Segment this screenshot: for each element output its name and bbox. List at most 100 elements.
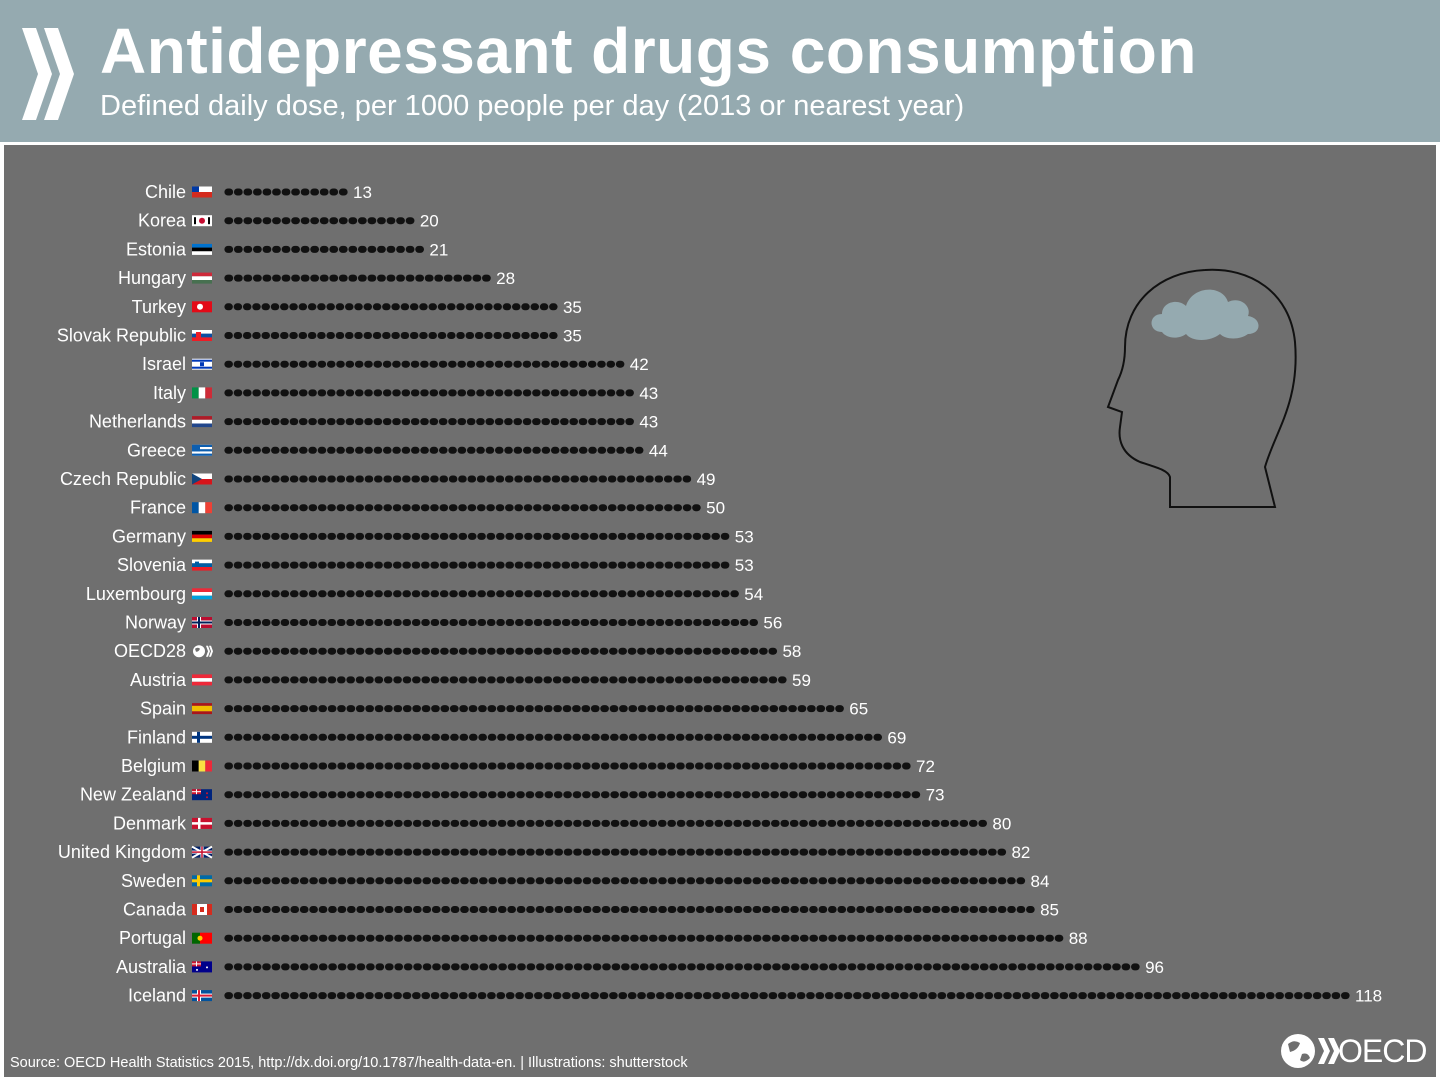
pill	[422, 791, 431, 799]
pill	[579, 475, 589, 483]
pill	[421, 619, 430, 626]
pill	[467, 561, 477, 569]
pill	[545, 906, 554, 913]
pill	[638, 762, 648, 770]
chart-row: Australia 96	[116, 957, 1164, 977]
country-label: Finland	[127, 727, 186, 747]
pill	[731, 705, 741, 713]
pill	[449, 992, 459, 1000]
pill	[507, 906, 516, 913]
chart-row: Iceland 118	[128, 986, 1382, 1006]
pill	[466, 360, 476, 368]
pill	[494, 418, 504, 426]
pill	[597, 446, 607, 454]
pill	[299, 504, 308, 512]
bar-iceland	[224, 992, 1350, 1000]
pill	[507, 934, 517, 942]
pill	[675, 705, 685, 713]
pill	[881, 992, 890, 1000]
pill	[308, 418, 317, 426]
pill	[300, 274, 310, 282]
pill	[487, 992, 496, 1000]
pill	[271, 389, 280, 397]
pill	[337, 992, 346, 1000]
pill	[346, 819, 356, 827]
pill	[365, 819, 375, 827]
pill	[428, 303, 437, 311]
pill	[572, 705, 581, 713]
pill	[630, 934, 639, 942]
pill	[327, 676, 337, 684]
pill	[460, 819, 469, 827]
pill	[523, 475, 533, 483]
pill	[950, 906, 960, 913]
pill	[663, 475, 673, 483]
pill	[401, 446, 411, 454]
pill	[421, 532, 430, 540]
pill	[373, 418, 383, 426]
pill	[224, 992, 233, 1000]
pill	[298, 303, 308, 311]
pill	[845, 733, 854, 741]
pill	[383, 504, 392, 512]
pill	[928, 992, 937, 1000]
pill	[591, 791, 601, 799]
country-label: Chile	[145, 182, 186, 202]
pill	[420, 475, 430, 483]
pill	[1341, 992, 1350, 1000]
pill	[291, 217, 300, 225]
pill	[590, 619, 599, 626]
value-label: 35	[563, 298, 582, 317]
chart-row: Spain 65	[140, 699, 868, 719]
pill	[960, 934, 969, 942]
pill	[336, 532, 346, 540]
pill	[673, 475, 682, 483]
pill	[233, 619, 243, 626]
pill	[488, 819, 497, 827]
pill	[696, 963, 706, 971]
pill	[645, 532, 655, 540]
pill	[780, 906, 790, 913]
pill	[262, 217, 272, 225]
bar-united-kingdom	[224, 848, 1007, 856]
pill	[864, 791, 874, 799]
pill	[485, 446, 495, 454]
pill	[702, 590, 711, 598]
pill	[1331, 992, 1341, 1000]
pill	[648, 848, 658, 856]
pill	[488, 934, 498, 942]
pill	[443, 274, 453, 282]
pill	[608, 619, 618, 626]
pill	[883, 762, 892, 770]
pill	[1045, 934, 1054, 942]
pill	[562, 676, 571, 684]
bar-belgium	[224, 762, 911, 770]
pill	[262, 934, 271, 942]
pill	[384, 791, 394, 799]
pill	[684, 992, 693, 1000]
pill	[942, 963, 951, 971]
pill	[922, 877, 931, 885]
pill	[714, 906, 724, 913]
pill	[479, 934, 488, 942]
pill	[818, 877, 828, 885]
pill	[1064, 963, 1074, 971]
pill	[261, 532, 271, 540]
pill	[892, 762, 902, 770]
pill	[608, 532, 617, 540]
pill	[534, 992, 543, 1000]
pill	[450, 934, 460, 942]
pill	[762, 934, 771, 942]
pill	[345, 446, 355, 454]
pill	[601, 906, 611, 913]
pill	[243, 705, 252, 713]
pill	[819, 963, 829, 971]
pill	[252, 676, 262, 684]
pill	[429, 389, 439, 397]
pill	[429, 360, 438, 368]
pill	[686, 934, 696, 942]
bar-austria	[224, 676, 787, 684]
pill	[289, 389, 299, 397]
pill	[318, 676, 327, 684]
pill	[494, 446, 504, 454]
